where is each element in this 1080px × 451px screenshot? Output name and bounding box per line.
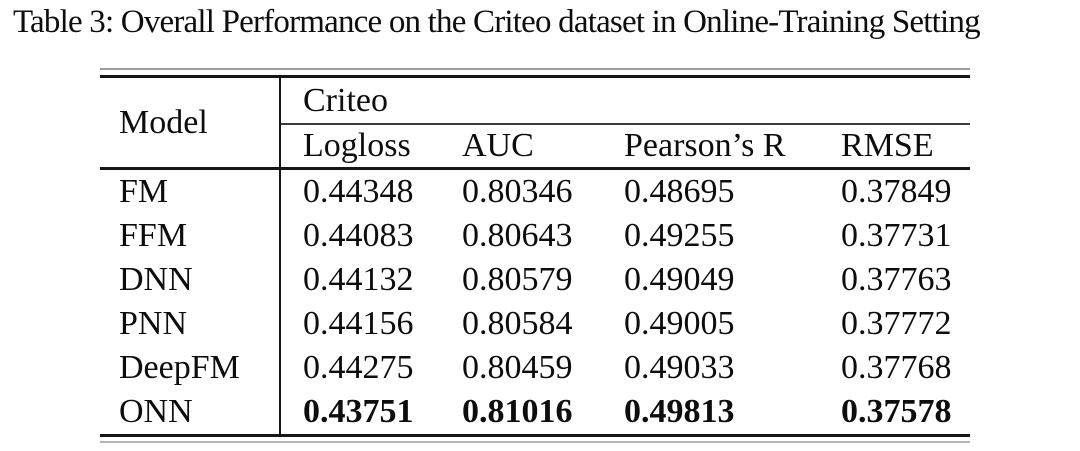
results-table-wrap: Model Criteo Logloss AUC Pearson’s R RMS… <box>100 68 971 443</box>
metric-value-cell: 0.49049 <box>624 261 735 298</box>
table-caption: Table 3: Overall Performance on the Crit… <box>13 4 981 40</box>
metric-header-row: Logloss AUC Pearson’s R RMSE <box>100 124 971 170</box>
metric-value-cell: 0.37849 <box>841 173 952 210</box>
metric-value-cell: 0.44348 <box>303 173 414 210</box>
column-header-model: Model <box>100 76 281 170</box>
model-name-cell: ONN <box>100 390 281 436</box>
table-row-pnn: PNN 0.44156 0.80584 0.49005 0.37772 <box>100 302 970 346</box>
metric-value-cell: 0.80643 <box>462 217 573 254</box>
model-name-cell: DNN <box>100 258 281 302</box>
metric-value-cell: 0.43751 <box>303 393 414 430</box>
metric-value-cell: 0.49033 <box>624 349 735 386</box>
group-header-criteo: Criteo <box>280 76 971 125</box>
metric-value-cell: 0.37768 <box>841 349 952 386</box>
metric-value-cell: 0.48695 <box>624 173 735 210</box>
metric-value-cell: 0.37763 <box>841 261 952 298</box>
metric-value-cell: 0.37731 <box>841 217 952 254</box>
metric-value-cell: 0.80584 <box>462 305 573 342</box>
results-table: Model Criteo Logloss AUC Pearson’s R RMS… <box>100 75 971 437</box>
metric-value-cell: 0.37578 <box>841 393 952 430</box>
metric-value-cell: 0.80579 <box>462 261 573 298</box>
metric-value-cell: 0.44083 <box>303 217 414 254</box>
group-header-row: Model Criteo <box>100 76 971 170</box>
column-header-pearsons-r: Pearson’s R <box>602 124 819 170</box>
table-row-deepfm: DeepFM 0.44275 0.80459 0.49033 0.37768 <box>100 346 970 390</box>
metric-value-cell: 0.81016 <box>462 393 573 430</box>
metric-value-cell: 0.49005 <box>624 305 735 342</box>
model-name-cell: FM <box>100 168 281 214</box>
column-header-auc: AUC <box>440 124 602 170</box>
metric-value-cell: 0.49255 <box>624 217 735 254</box>
column-header-logloss: Logloss <box>280 124 440 170</box>
table-row-onn: ONN 0.43751 0.81016 0.49813 0.37578 <box>100 390 970 436</box>
table-row-dnn: DNN 0.44132 0.80579 0.49049 0.37763 <box>100 258 970 302</box>
table-row-ffm: FFM 0.44083 0.80643 0.49255 0.37731 <box>100 214 970 258</box>
model-name-cell: PNN <box>100 302 281 346</box>
metric-value-cell: 0.44156 <box>303 305 414 342</box>
table-row-fm: FM 0.44348 0.80346 0.48695 0.37849 <box>100 168 970 214</box>
column-header-rmse: RMSE <box>819 124 971 170</box>
model-name-cell: DeepFM <box>100 346 281 390</box>
metric-value-cell: 0.44275 <box>303 349 414 386</box>
metric-value-cell: 0.44132 <box>303 261 414 298</box>
model-name-cell: FFM <box>100 214 281 258</box>
metric-value-cell: 0.80459 <box>462 349 573 386</box>
metric-value-cell: 0.80346 <box>462 173 573 210</box>
metric-value-cell: 0.49813 <box>624 393 735 430</box>
metric-value-cell: 0.37772 <box>841 305 952 342</box>
